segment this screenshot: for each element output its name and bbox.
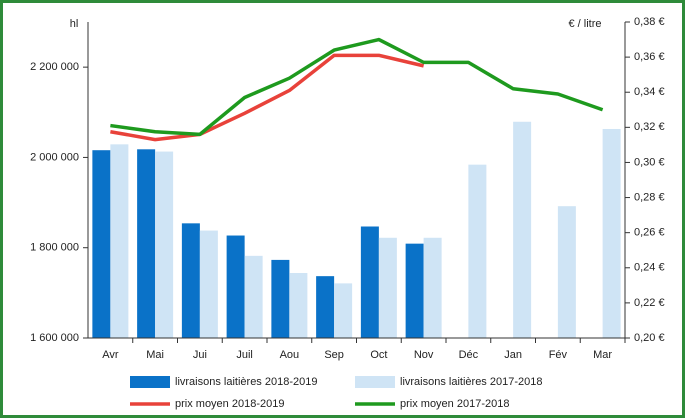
x-tick-label: Aou: [280, 349, 300, 361]
legend-label: livraisons laitières 2018-2019: [175, 376, 317, 388]
bar: [602, 128, 621, 338]
bar: [244, 255, 263, 338]
x-tick-label: Juil: [236, 349, 253, 361]
y-tick-label: 1 800 000: [30, 242, 79, 254]
bar: [378, 237, 397, 338]
x-tick-label: Sep: [324, 349, 344, 361]
bar: [513, 121, 532, 338]
bar: [137, 149, 156, 338]
y-tick-label: 2 200 000: [30, 61, 79, 73]
legend-label: prix moyen 2017-2018: [400, 398, 509, 410]
legend-swatch: [355, 376, 395, 388]
y2-axis-label: € / litre: [568, 18, 601, 30]
y2-tick-label: 0,22 €: [634, 297, 665, 309]
x-tick-label: Jui: [193, 349, 207, 361]
x-tick-label: Mai: [146, 349, 164, 361]
line: [110, 37, 604, 137]
bar: [92, 150, 111, 338]
bar: [423, 237, 442, 338]
x-tick-label: Oct: [370, 349, 387, 361]
legend-label: livraisons laitières 2017-2018: [400, 376, 542, 388]
bar: [110, 144, 129, 338]
bar: [360, 226, 379, 338]
bar: [557, 206, 576, 338]
y-axis-label: hl: [70, 18, 79, 30]
bar: [405, 243, 424, 338]
bar: [289, 272, 308, 338]
bar: [316, 276, 335, 338]
x-tick-label: Jan: [504, 349, 522, 361]
bar: [334, 283, 353, 338]
bar: [226, 235, 245, 338]
legend-swatch: [130, 376, 170, 388]
x-tick-label: Nov: [414, 349, 434, 361]
y2-tick-label: 0,30 €: [634, 156, 665, 168]
y2-tick-label: 0,26 €: [634, 227, 665, 239]
x-tick-label: Avr: [102, 349, 119, 361]
line: [110, 53, 425, 142]
bar: [181, 223, 200, 338]
y2-tick-label: 0,38 €: [634, 16, 665, 28]
y2-tick-label: 0,20 €: [634, 332, 665, 344]
y-tick-label: 2 000 000: [30, 151, 79, 163]
x-tick-label: Mar: [593, 349, 612, 361]
y2-tick-label: 0,34 €: [634, 86, 665, 98]
bar: [468, 164, 487, 338]
x-tick-label: Fév: [549, 349, 568, 361]
bar: [155, 151, 174, 338]
y2-tick-label: 0,36 €: [634, 51, 665, 63]
y2-tick-label: 0,28 €: [634, 191, 665, 203]
x-tick-label: Déc: [459, 349, 479, 361]
legend-label: prix moyen 2018-2019: [175, 398, 284, 410]
bar: [199, 230, 218, 338]
y-tick-label: 1 600 000: [30, 332, 79, 344]
bar: [271, 259, 290, 338]
y2-tick-label: 0,24 €: [634, 262, 665, 274]
y2-tick-label: 0,32 €: [634, 121, 665, 133]
